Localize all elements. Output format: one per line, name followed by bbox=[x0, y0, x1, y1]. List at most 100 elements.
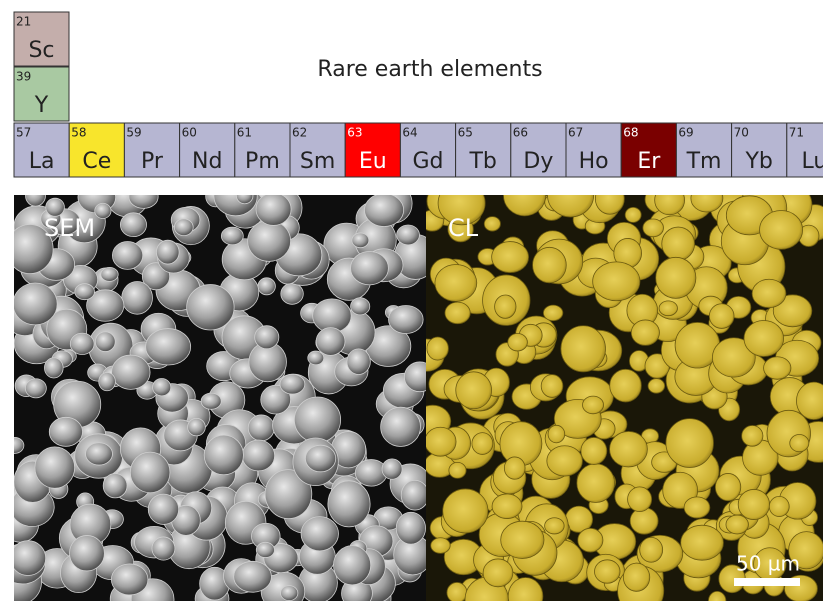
particle bbox=[101, 267, 118, 281]
particle bbox=[593, 262, 640, 301]
particle bbox=[95, 332, 115, 352]
particle bbox=[201, 393, 221, 409]
atomic-number: 62 bbox=[292, 126, 307, 140]
particle bbox=[381, 407, 421, 446]
particle bbox=[656, 257, 696, 298]
particle bbox=[146, 329, 191, 365]
particle bbox=[75, 284, 95, 300]
particle bbox=[752, 279, 786, 307]
atomic-number: 71 bbox=[789, 126, 804, 140]
element-symbol: Er bbox=[637, 149, 661, 174]
particle bbox=[389, 306, 424, 334]
particle bbox=[659, 301, 677, 316]
particle bbox=[578, 528, 603, 552]
particle bbox=[547, 446, 583, 476]
particle bbox=[351, 298, 370, 315]
particle bbox=[130, 452, 170, 493]
particle bbox=[95, 203, 111, 218]
particle bbox=[547, 173, 593, 217]
particle bbox=[204, 435, 243, 475]
atomic-number: 21 bbox=[16, 15, 31, 29]
particle bbox=[156, 240, 179, 264]
element-symbol: Sc bbox=[28, 38, 54, 63]
periodic-table: 21Sc39Y57La58Ce59Pr60Nd61Pm62Sm63Eu64Gd6… bbox=[14, 12, 823, 177]
particle bbox=[328, 481, 370, 527]
element-symbol: Tm bbox=[686, 149, 722, 174]
atomic-number: 66 bbox=[513, 126, 528, 140]
particle bbox=[610, 369, 642, 402]
element-symbol: Nd bbox=[192, 149, 222, 174]
atomic-number: 39 bbox=[16, 70, 31, 84]
particle bbox=[129, 185, 158, 208]
particle bbox=[70, 333, 94, 354]
particle bbox=[70, 535, 105, 571]
particle bbox=[255, 326, 279, 349]
particle bbox=[447, 582, 467, 601]
particle bbox=[431, 538, 450, 554]
particle bbox=[248, 221, 291, 262]
particle bbox=[234, 561, 272, 592]
particle bbox=[541, 375, 563, 398]
particle bbox=[594, 560, 620, 583]
particle bbox=[10, 541, 45, 576]
particle bbox=[281, 283, 303, 304]
particle bbox=[684, 497, 710, 518]
element-symbol: Ce bbox=[82, 149, 111, 174]
particle bbox=[427, 337, 449, 360]
particle bbox=[352, 233, 369, 248]
atomic-number: 67 bbox=[568, 126, 583, 140]
particle bbox=[610, 431, 648, 467]
particle bbox=[401, 480, 428, 510]
particle bbox=[628, 487, 652, 512]
particle bbox=[443, 489, 488, 533]
particle bbox=[221, 227, 243, 245]
particle bbox=[738, 489, 769, 519]
particle bbox=[308, 351, 324, 365]
particle bbox=[248, 415, 274, 441]
particle bbox=[347, 349, 370, 375]
particle bbox=[301, 517, 338, 551]
particle bbox=[666, 419, 714, 468]
particle bbox=[35, 447, 75, 488]
atomic-number: 58 bbox=[71, 126, 86, 140]
particle bbox=[630, 508, 658, 535]
atomic-number: 61 bbox=[237, 126, 252, 140]
particle bbox=[503, 174, 545, 215]
element-symbol: Eu bbox=[359, 149, 387, 174]
particle bbox=[648, 379, 665, 394]
particle bbox=[25, 379, 46, 398]
sem-label: SEM bbox=[44, 214, 95, 242]
particle bbox=[643, 219, 664, 237]
element-symbol: Y bbox=[34, 93, 49, 118]
atomic-number: 59 bbox=[126, 126, 141, 140]
particle bbox=[112, 355, 150, 389]
particle bbox=[449, 462, 466, 478]
cl-label: CL bbox=[448, 214, 479, 242]
particle bbox=[174, 219, 193, 236]
figure: Rare earth elements 21Sc39Y57La58Ce59Pr6… bbox=[0, 0, 823, 601]
particle bbox=[111, 564, 148, 595]
particle bbox=[501, 521, 544, 558]
element-symbol: Dy bbox=[523, 149, 553, 174]
particle bbox=[187, 285, 234, 330]
element-symbol: Gd bbox=[412, 149, 443, 174]
particle bbox=[49, 417, 82, 446]
atomic-number: 63 bbox=[347, 126, 362, 140]
particle bbox=[99, 373, 116, 391]
element-symbol: Pr bbox=[141, 149, 164, 174]
particle bbox=[742, 426, 763, 447]
particle bbox=[583, 396, 604, 414]
particle bbox=[681, 525, 724, 560]
particle bbox=[545, 518, 565, 534]
particle bbox=[435, 265, 477, 302]
particle bbox=[25, 185, 45, 206]
particle bbox=[662, 227, 695, 260]
particle bbox=[655, 185, 685, 215]
particle bbox=[623, 563, 649, 591]
particle bbox=[397, 225, 420, 245]
element-symbol: Pm bbox=[245, 149, 280, 174]
particle bbox=[148, 494, 178, 524]
element-symbol: La bbox=[29, 149, 55, 174]
atomic-number: 60 bbox=[182, 126, 197, 140]
particle bbox=[625, 207, 641, 222]
